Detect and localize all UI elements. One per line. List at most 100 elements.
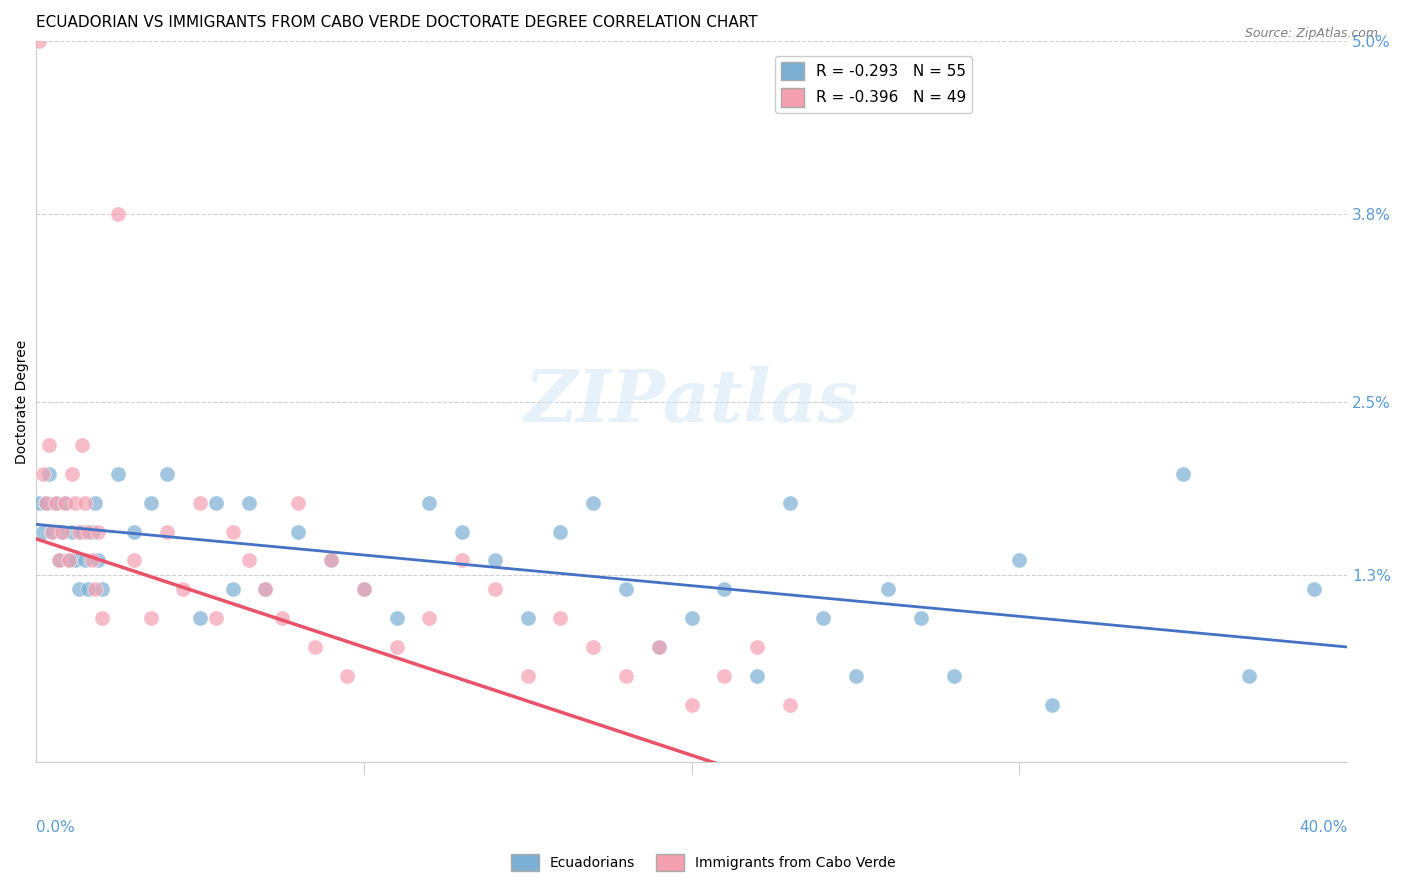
Point [70, 438, 93, 452]
Point [582, 496, 605, 510]
Point [319, 553, 342, 567]
Point [1303, 582, 1326, 597]
Point [1040, 698, 1063, 712]
Point [139, 611, 162, 625]
Point [55, 496, 77, 510]
Point [385, 640, 408, 654]
Point [55, 496, 77, 510]
Point [60, 467, 83, 481]
Point [811, 611, 834, 625]
Point [38, 438, 60, 452]
Point [51, 524, 73, 539]
Point [31, 467, 53, 481]
Point [28, 34, 51, 48]
Point [451, 524, 474, 539]
Point [70, 524, 93, 539]
Legend: Ecuadorians, Immigrants from Cabo Verde: Ecuadorians, Immigrants from Cabo Verde [505, 848, 901, 876]
Legend: R = -0.293   N = 55, R = -0.396   N = 49: R = -0.293 N = 55, R = -0.396 N = 49 [775, 55, 973, 113]
Point [221, 524, 243, 539]
Point [87, 524, 110, 539]
Point [75, 496, 97, 510]
Point [51, 524, 73, 539]
Text: ECUADORIAN VS IMMIGRANTS FROM CABO VERDE DOCTORATE DEGREE CORRELATION CHART: ECUADORIAN VS IMMIGRANTS FROM CABO VERDE… [37, 15, 758, 30]
Point [304, 640, 326, 654]
Point [484, 582, 506, 597]
Point [28, 496, 51, 510]
Point [45, 496, 67, 510]
Text: 40.0%: 40.0% [1299, 820, 1347, 835]
Point [31, 524, 53, 539]
Point [87, 553, 110, 567]
Point [65, 553, 87, 567]
Point [747, 669, 769, 683]
Point [418, 496, 440, 510]
Point [188, 611, 211, 625]
Point [80, 524, 103, 539]
Point [418, 611, 440, 625]
Point [67, 582, 90, 597]
Point [48, 553, 70, 567]
Point [648, 640, 671, 654]
Point [58, 553, 80, 567]
Point [238, 553, 260, 567]
Text: Source: ZipAtlas.com: Source: ZipAtlas.com [1244, 27, 1378, 40]
Point [58, 553, 80, 567]
Point [648, 640, 671, 654]
Point [221, 582, 243, 597]
Point [550, 524, 572, 539]
Point [353, 582, 375, 597]
Point [516, 669, 538, 683]
Point [45, 496, 67, 510]
Point [156, 524, 179, 539]
Point [38, 467, 60, 481]
Point [156, 467, 179, 481]
Point [139, 496, 162, 510]
Point [107, 207, 129, 221]
Point [254, 582, 277, 597]
Point [713, 582, 735, 597]
Point [124, 524, 146, 539]
Point [582, 640, 605, 654]
Point [353, 582, 375, 597]
Point [713, 669, 735, 683]
Point [385, 611, 408, 625]
Point [550, 611, 572, 625]
Point [67, 524, 90, 539]
Point [614, 669, 637, 683]
Text: ZIPatlas: ZIPatlas [524, 367, 859, 437]
Point [319, 553, 342, 567]
Point [910, 611, 932, 625]
Point [747, 640, 769, 654]
Point [41, 524, 63, 539]
Text: 0.0%: 0.0% [37, 820, 75, 835]
Point [205, 611, 228, 625]
Point [124, 553, 146, 567]
Point [41, 524, 63, 539]
Point [65, 496, 87, 510]
Point [77, 582, 100, 597]
Point [84, 496, 107, 510]
Point [48, 553, 70, 567]
Point [516, 611, 538, 625]
Point [484, 553, 506, 567]
Point [254, 582, 277, 597]
Point [1008, 553, 1031, 567]
Point [205, 496, 228, 510]
Point [942, 669, 965, 683]
Point [614, 582, 637, 597]
Point [844, 669, 866, 683]
Point [451, 553, 474, 567]
Point [77, 524, 100, 539]
Point [681, 611, 703, 625]
Point [287, 524, 309, 539]
Point [238, 496, 260, 510]
Point [779, 496, 801, 510]
Point [779, 698, 801, 712]
Point [877, 582, 900, 597]
Point [35, 496, 58, 510]
Point [80, 553, 103, 567]
Point [60, 524, 83, 539]
Point [287, 496, 309, 510]
Point [172, 582, 194, 597]
Point [90, 611, 112, 625]
